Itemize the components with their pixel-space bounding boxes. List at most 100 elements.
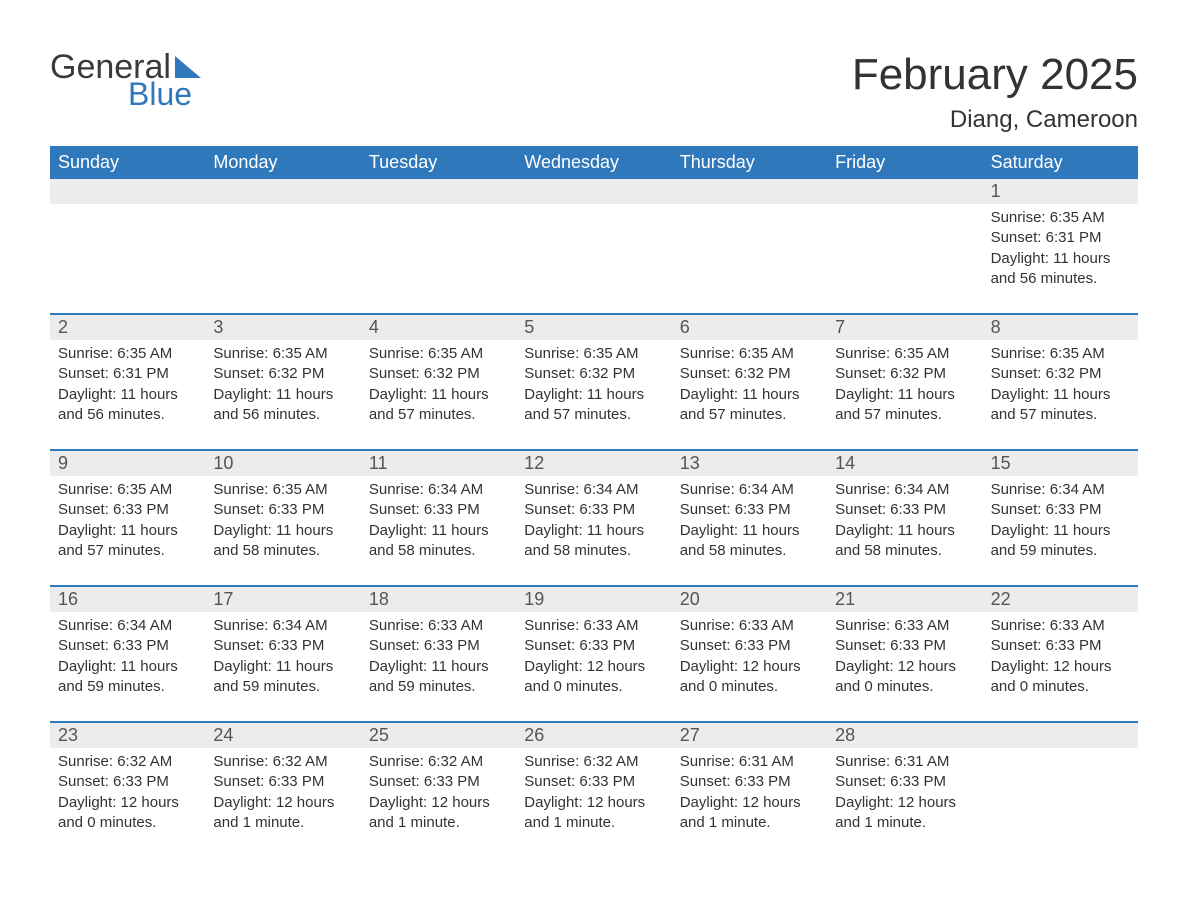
day-cell: [672, 204, 827, 297]
day-number: 24: [205, 723, 360, 748]
daylight-text: Daylight: 11 hours and 57 minutes.: [369, 385, 508, 426]
daylight-text: Daylight: 12 hours and 1 minute.: [213, 793, 352, 834]
logo-blue-text: Blue: [128, 78, 201, 110]
day-cell: Sunrise: 6:33 AMSunset: 6:33 PMDaylight:…: [983, 612, 1138, 705]
day-number: [361, 179, 516, 204]
day-header: Monday: [205, 146, 360, 179]
daylight-text: Daylight: 11 hours and 59 minutes.: [369, 657, 508, 698]
daylight-text: Daylight: 12 hours and 0 minutes.: [991, 657, 1130, 698]
sunrise-text: Sunrise: 6:34 AM: [680, 480, 819, 500]
sunset-text: Sunset: 6:33 PM: [213, 636, 352, 656]
week-row: 1Sunrise: 6:35 AMSunset: 6:31 PMDaylight…: [50, 179, 1138, 297]
sunset-text: Sunset: 6:33 PM: [58, 636, 197, 656]
day-cell: Sunrise: 6:35 AMSunset: 6:32 PMDaylight:…: [205, 340, 360, 433]
day-cell: [516, 204, 671, 297]
day-number: 10: [205, 451, 360, 476]
daylight-text: Daylight: 11 hours and 57 minutes.: [835, 385, 974, 426]
sunrise-text: Sunrise: 6:34 AM: [58, 616, 197, 636]
day-number: 4: [361, 315, 516, 340]
sunset-text: Sunset: 6:31 PM: [991, 228, 1130, 248]
sunrise-text: Sunrise: 6:35 AM: [213, 480, 352, 500]
sunrise-text: Sunrise: 6:35 AM: [524, 344, 663, 364]
daylight-text: Daylight: 12 hours and 0 minutes.: [58, 793, 197, 834]
day-number: 27: [672, 723, 827, 748]
sunset-text: Sunset: 6:32 PM: [369, 364, 508, 384]
sunrise-text: Sunrise: 6:32 AM: [58, 752, 197, 772]
sunrise-text: Sunrise: 6:35 AM: [58, 480, 197, 500]
day-number: 22: [983, 587, 1138, 612]
sunset-text: Sunset: 6:32 PM: [991, 364, 1130, 384]
day-number: 11: [361, 451, 516, 476]
sunset-text: Sunset: 6:33 PM: [58, 772, 197, 792]
daynum-row: 2345678: [50, 315, 1138, 340]
daynum-row: 1: [50, 179, 1138, 204]
daylight-text: Daylight: 11 hours and 59 minutes.: [58, 657, 197, 698]
daylight-text: Daylight: 12 hours and 0 minutes.: [680, 657, 819, 698]
sunrise-text: Sunrise: 6:31 AM: [835, 752, 974, 772]
day-number: 1: [983, 179, 1138, 204]
day-cell: Sunrise: 6:35 AMSunset: 6:33 PMDaylight:…: [50, 476, 205, 569]
sunrise-text: Sunrise: 6:33 AM: [680, 616, 819, 636]
day-number: 5: [516, 315, 671, 340]
sunset-text: Sunset: 6:33 PM: [369, 500, 508, 520]
day-number: 17: [205, 587, 360, 612]
day-cell: Sunrise: 6:32 AMSunset: 6:33 PMDaylight:…: [516, 748, 671, 841]
day-cell: Sunrise: 6:35 AMSunset: 6:32 PMDaylight:…: [672, 340, 827, 433]
weeks-container: 1Sunrise: 6:35 AMSunset: 6:31 PMDaylight…: [50, 179, 1138, 841]
sail-icon: [175, 56, 201, 78]
day-cell: Sunrise: 6:32 AMSunset: 6:33 PMDaylight:…: [50, 748, 205, 841]
daynum-row: 16171819202122: [50, 587, 1138, 612]
day-number: 25: [361, 723, 516, 748]
day-cell: Sunrise: 6:35 AMSunset: 6:31 PMDaylight:…: [50, 340, 205, 433]
daynum-row: 9101112131415: [50, 451, 1138, 476]
day-cell: Sunrise: 6:33 AMSunset: 6:33 PMDaylight:…: [827, 612, 982, 705]
day-header: Thursday: [672, 146, 827, 179]
day-cell: Sunrise: 6:34 AMSunset: 6:33 PMDaylight:…: [827, 476, 982, 569]
sunrise-text: Sunrise: 6:34 AM: [213, 616, 352, 636]
sunrise-text: Sunrise: 6:33 AM: [369, 616, 508, 636]
daylight-text: Daylight: 12 hours and 1 minute.: [835, 793, 974, 834]
day-cell: Sunrise: 6:34 AMSunset: 6:33 PMDaylight:…: [361, 476, 516, 569]
sunset-text: Sunset: 6:33 PM: [524, 636, 663, 656]
sunset-text: Sunset: 6:33 PM: [991, 500, 1130, 520]
daylight-text: Daylight: 11 hours and 58 minutes.: [680, 521, 819, 562]
day-header: Friday: [827, 146, 982, 179]
body-row: Sunrise: 6:35 AMSunset: 6:31 PMDaylight:…: [50, 204, 1138, 297]
daylight-text: Daylight: 11 hours and 56 minutes.: [58, 385, 197, 426]
day-number: 19: [516, 587, 671, 612]
daylight-text: Daylight: 11 hours and 57 minutes.: [680, 385, 819, 426]
daylight-text: Daylight: 11 hours and 56 minutes.: [991, 249, 1130, 290]
day-number: [827, 179, 982, 204]
day-number: 7: [827, 315, 982, 340]
body-row: Sunrise: 6:35 AMSunset: 6:33 PMDaylight:…: [50, 476, 1138, 569]
day-header-row: Sunday Monday Tuesday Wednesday Thursday…: [50, 146, 1138, 179]
daylight-text: Daylight: 11 hours and 57 minutes.: [991, 385, 1130, 426]
location: Diang, Cameroon: [852, 106, 1138, 134]
day-header: Saturday: [983, 146, 1138, 179]
day-cell: Sunrise: 6:34 AMSunset: 6:33 PMDaylight:…: [205, 612, 360, 705]
sunset-text: Sunset: 6:32 PM: [213, 364, 352, 384]
daylight-text: Daylight: 11 hours and 57 minutes.: [524, 385, 663, 426]
sunrise-text: Sunrise: 6:35 AM: [991, 208, 1130, 228]
sunrise-text: Sunrise: 6:32 AM: [213, 752, 352, 772]
day-cell: Sunrise: 6:33 AMSunset: 6:33 PMDaylight:…: [672, 612, 827, 705]
sunset-text: Sunset: 6:33 PM: [369, 636, 508, 656]
sunset-text: Sunset: 6:32 PM: [524, 364, 663, 384]
sunset-text: Sunset: 6:33 PM: [369, 772, 508, 792]
day-cell: Sunrise: 6:32 AMSunset: 6:33 PMDaylight:…: [205, 748, 360, 841]
week-row: 232425262728Sunrise: 6:32 AMSunset: 6:33…: [50, 721, 1138, 841]
sunset-text: Sunset: 6:33 PM: [213, 500, 352, 520]
day-cell: Sunrise: 6:34 AMSunset: 6:33 PMDaylight:…: [672, 476, 827, 569]
day-number: 3: [205, 315, 360, 340]
sunrise-text: Sunrise: 6:34 AM: [991, 480, 1130, 500]
daynum-row: 232425262728: [50, 723, 1138, 748]
day-number: [205, 179, 360, 204]
day-number: 28: [827, 723, 982, 748]
sunrise-text: Sunrise: 6:35 AM: [369, 344, 508, 364]
day-number: 18: [361, 587, 516, 612]
week-row: 2345678Sunrise: 6:35 AMSunset: 6:31 PMDa…: [50, 313, 1138, 433]
sunset-text: Sunset: 6:33 PM: [680, 772, 819, 792]
daylight-text: Daylight: 12 hours and 0 minutes.: [835, 657, 974, 698]
month-title: February 2025: [852, 50, 1138, 100]
sunrise-text: Sunrise: 6:33 AM: [524, 616, 663, 636]
